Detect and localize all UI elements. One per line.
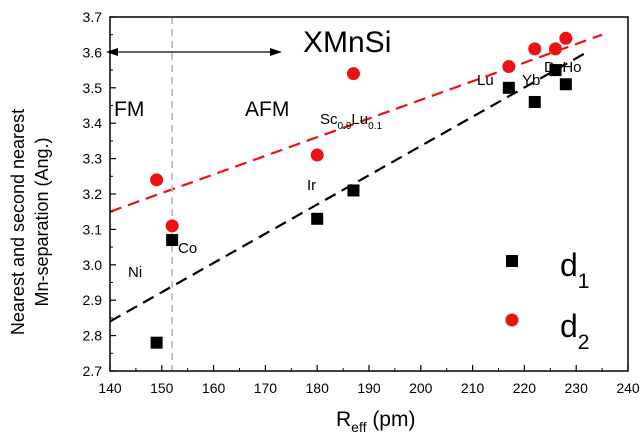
point-d2 xyxy=(346,67,360,81)
fit-line-d2 xyxy=(109,33,603,213)
point-d1 xyxy=(528,95,541,108)
legend: d1 d2 xyxy=(505,247,589,354)
chart-title: XMnSi xyxy=(303,26,391,59)
x-tick-label: 220 xyxy=(513,380,537,396)
point-d1 xyxy=(549,64,562,77)
label-sclu-b: Lu xyxy=(351,111,368,128)
x-tick-label: 210 xyxy=(461,380,485,396)
point-d2 xyxy=(548,42,562,56)
legend-label-d1: d1 xyxy=(560,247,589,293)
label-yb: Yb xyxy=(522,72,540,89)
y-tick-label: 3.5 xyxy=(83,80,103,96)
y-tick-label: 3.2 xyxy=(83,186,103,202)
x-tick-label: 150 xyxy=(150,380,174,396)
x-tick-label: 170 xyxy=(254,380,278,396)
y-axis-title-line2: Mn-separation (Ang.) xyxy=(32,137,52,306)
point-d2 xyxy=(528,42,542,56)
point-d1 xyxy=(311,212,324,225)
label-ir: Ir xyxy=(307,177,316,194)
label-co: Co xyxy=(178,240,197,257)
y-tick-label: 3.4 xyxy=(83,115,103,131)
label-lu: Lu xyxy=(477,72,494,89)
x-tick-label: 140 xyxy=(98,380,122,396)
point-d2 xyxy=(559,31,573,45)
y-tick-label: 3.1 xyxy=(83,221,103,237)
x-tick-label: 190 xyxy=(357,380,381,396)
y-tick-label: 2.9 xyxy=(83,292,103,308)
x-tick-label: 240 xyxy=(616,380,640,396)
y-tick-label: 3.6 xyxy=(83,44,103,60)
point-d2 xyxy=(150,173,164,187)
x-tick-label: 180 xyxy=(306,380,330,396)
y-tick-label: 3.3 xyxy=(83,151,103,167)
point-d1 xyxy=(347,184,360,197)
point-d2 xyxy=(310,148,324,162)
point-d1 xyxy=(150,336,163,349)
axis-ticks: 140 150 160 170 180 190 200 210 220 230 240 2.7 2.8 2… xyxy=(83,9,640,396)
x-tick-label: 160 xyxy=(202,380,226,396)
label-sclu-b-sub: 0.1 xyxy=(368,121,382,132)
y-tick-label: 3.7 xyxy=(83,9,103,25)
label-ni: Ni xyxy=(128,264,142,281)
y-axis-title-line1: Nearest and second nearest xyxy=(8,109,28,335)
label-dyho: DyHo xyxy=(544,59,582,76)
legend-marker-d1 xyxy=(506,255,518,267)
point-d2 xyxy=(502,60,516,74)
label-sclu-a: Sc xyxy=(320,111,338,128)
fm-label: FM xyxy=(114,98,144,121)
point-d1 xyxy=(502,81,515,94)
x-tick-label: 200 xyxy=(409,380,433,396)
x-tick-label: 230 xyxy=(565,380,589,396)
point-d2 xyxy=(165,219,179,233)
y-tick-label: 2.8 xyxy=(83,328,103,344)
phase-arrow xyxy=(106,48,282,56)
data-points xyxy=(150,31,573,349)
legend-label-d2: d2 xyxy=(560,308,589,354)
label-sclu: Sc0.9Lu0.1 xyxy=(320,111,382,132)
point-d1 xyxy=(166,234,179,247)
legend-marker-d2 xyxy=(505,313,519,327)
y-tick-label: 2.7 xyxy=(83,363,103,379)
label-sclu-a-sub: 0.9 xyxy=(338,121,352,132)
x-axis-title: Reff (pm) xyxy=(336,408,415,435)
afm-label: AFM xyxy=(245,98,289,121)
point-d1 xyxy=(559,78,572,91)
y-tick-label: 3.0 xyxy=(83,257,103,273)
